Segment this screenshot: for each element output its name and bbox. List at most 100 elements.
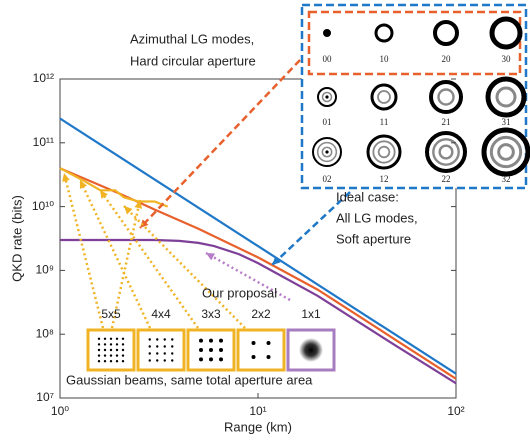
mode-label: 12 <box>380 174 389 184</box>
mode-label: 01 <box>323 117 332 127</box>
beam-dot <box>156 352 158 354</box>
beam-dot <box>149 338 151 340</box>
beam-dot <box>199 339 203 343</box>
y-tick-label: 10⁷ <box>36 390 54 404</box>
beam-dot <box>164 352 166 354</box>
x-tick-label: 10¹ <box>249 404 266 418</box>
annotation: Gaussian beams, same total aperture area <box>66 372 313 387</box>
grid-label: 2x2 <box>251 307 271 321</box>
y-tick-label: 10¹¹ <box>33 135 54 149</box>
beam-dot <box>252 355 256 359</box>
grid-label: 1x1 <box>301 307 321 321</box>
beam-dot <box>110 360 112 362</box>
beam-dot <box>164 338 166 340</box>
mode-label: 31 <box>502 117 511 127</box>
mode-label: 21 <box>442 117 451 127</box>
beam-dot <box>149 352 151 354</box>
beam-dot <box>116 354 118 356</box>
gaussian-spot <box>299 338 323 362</box>
beam-dot <box>104 338 106 340</box>
annotation: Ideal case: <box>336 189 399 204</box>
beam-dot <box>219 348 223 352</box>
beam-dot <box>104 349 106 351</box>
mode-label: 20 <box>442 54 452 64</box>
aperture-box <box>138 330 184 370</box>
beam-dot <box>98 343 100 345</box>
x-axis-label: Range (km) <box>224 419 292 434</box>
beam-dot <box>252 341 256 345</box>
beam-dot <box>122 349 124 351</box>
orange-arrow <box>140 60 300 228</box>
beam-dot <box>98 338 100 340</box>
annotation: Our proposal <box>202 285 277 300</box>
beam-dot <box>110 354 112 356</box>
y-tick-label: 10¹² <box>33 71 54 85</box>
mode-label: 22 <box>442 174 451 184</box>
grid-label: 3x3 <box>201 307 221 321</box>
y-tick-label: 10⁹ <box>36 263 55 277</box>
beam-dot <box>98 360 100 362</box>
beam-dot <box>116 360 118 362</box>
beam-dot <box>219 339 223 343</box>
beam-dot <box>171 338 173 340</box>
grid-label: 5x5 <box>101 307 121 321</box>
yellow-arrow <box>124 206 245 328</box>
beam-dot <box>171 352 173 354</box>
x-tick-label: 10⁰ <box>51 404 69 418</box>
mode-label: 02 <box>323 174 332 184</box>
purple-arrow-head <box>206 253 215 260</box>
beam-dot <box>104 343 106 345</box>
beam-dot <box>104 354 106 356</box>
beam-dot <box>199 348 203 352</box>
mode-label: 00 <box>323 54 333 64</box>
mode-spot <box>323 29 331 37</box>
beam-dot <box>164 359 166 361</box>
beam-dot <box>110 338 112 340</box>
beam-dot <box>122 343 124 345</box>
beam-dot <box>98 354 100 356</box>
beam-dot <box>267 355 271 359</box>
beam-dot <box>122 354 124 356</box>
beam-dot <box>171 359 173 361</box>
beam-dot <box>219 357 223 361</box>
beam-dot <box>116 343 118 345</box>
beam-dot <box>149 345 151 347</box>
beam-dot <box>122 360 124 362</box>
beam-dot <box>116 349 118 351</box>
beam-dot <box>104 360 106 362</box>
mode-label: 10 <box>380 54 390 64</box>
beam-dot <box>156 338 158 340</box>
beam-dot <box>209 348 213 352</box>
beam-dot <box>110 343 112 345</box>
mode-label: 11 <box>380 117 389 127</box>
beam-dot <box>199 357 203 361</box>
x-tick-label: 10² <box>447 404 464 418</box>
beam-dot <box>149 359 151 361</box>
mode-spot <box>325 95 328 98</box>
beam-dot <box>156 359 158 361</box>
beam-dot <box>116 338 118 340</box>
beam-dot <box>110 349 112 351</box>
beam-dot <box>171 345 173 347</box>
aperture-box <box>238 330 284 370</box>
beam-dot <box>209 357 213 361</box>
beam-dot <box>209 339 213 343</box>
annotation: All LG modes, <box>336 210 418 225</box>
chart: 0010203001112131021222325x54x43x32x21x1A… <box>0 0 530 440</box>
annotation: Soft aperture <box>336 231 411 246</box>
beam-dot <box>164 345 166 347</box>
yellow-arrow <box>64 173 103 328</box>
mode-label: 30 <box>502 54 512 64</box>
y-tick-label: 10⁸ <box>36 326 54 340</box>
beam-dot <box>267 341 271 345</box>
beam-dot <box>98 349 100 351</box>
yellow-arrow-head <box>62 173 70 182</box>
y-axis-label: QKD rate (bits) <box>9 195 24 282</box>
annotation: Azimuthal LG modes, <box>130 31 254 46</box>
grid-label: 4x4 <box>151 307 171 321</box>
beam-dot <box>122 338 124 340</box>
annotation: Hard circular aperture <box>130 53 256 68</box>
beam-dot <box>156 345 158 347</box>
y-tick-label: 10¹⁰ <box>32 199 54 213</box>
mode-spot <box>325 150 328 153</box>
